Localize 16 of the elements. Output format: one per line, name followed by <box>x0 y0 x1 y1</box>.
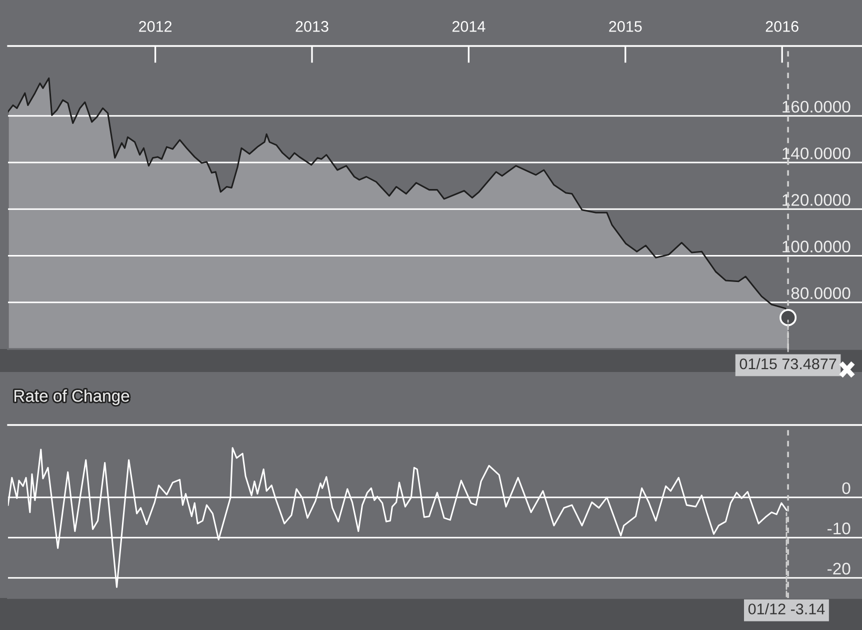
x-tick-label: 2012 <box>139 21 172 32</box>
y-tick-label: -20 <box>828 562 850 575</box>
x-tick-label: 2014 <box>452 21 486 32</box>
y-tick-label: 100.0000 <box>782 240 850 252</box>
y-tick-label: 120.0000 <box>782 194 850 206</box>
annotation: 01/15 73.4877 <box>740 358 836 370</box>
annotation: 01/12 -3.14 <box>748 603 825 614</box>
y-tick-label: 140.0000 <box>782 147 850 160</box>
chart-title: Rate of Change <box>14 390 130 406</box>
x-tick-label: 2016 <box>766 21 798 32</box>
y-tick-label: 0 <box>842 482 850 494</box>
y-tick-label: -10 <box>828 522 850 534</box>
x-tick-label: 2015 <box>609 21 642 32</box>
x-tick-label: 2013 <box>296 21 328 32</box>
y-tick-label: 80.0000 <box>791 287 850 300</box>
y-tick-label: 160.0000 <box>782 100 850 113</box>
